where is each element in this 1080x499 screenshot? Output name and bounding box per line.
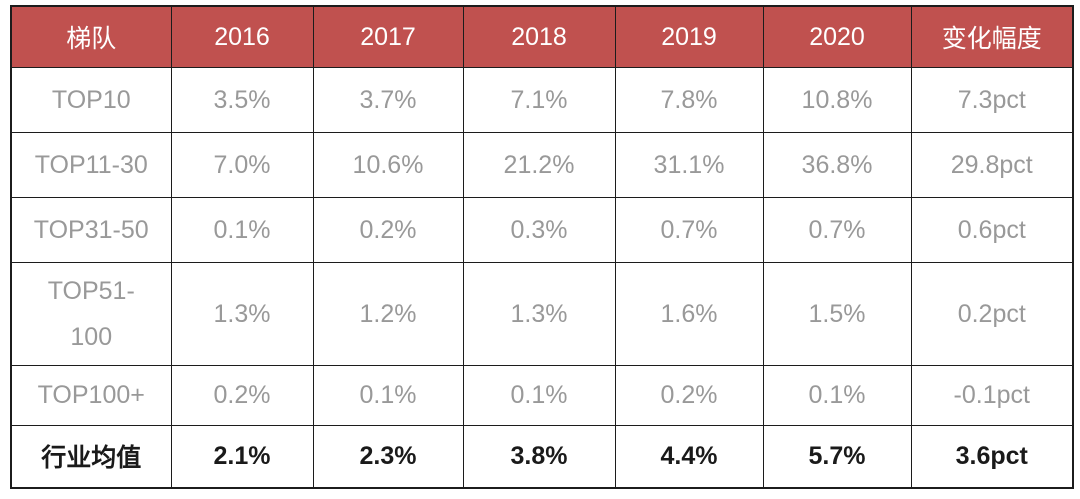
table-cell: 0.2% <box>312 197 464 263</box>
row-label: TOP51-100 <box>10 262 172 366</box>
row-label: 行业均值 <box>10 425 172 488</box>
table-cell: 2.1% <box>170 425 314 488</box>
table-cell: 3.8% <box>462 425 616 488</box>
header-row: 梯队 2016 2017 2018 2019 2020 变化幅度 <box>10 5 1074 68</box>
table-cell: 0.2% <box>614 365 764 426</box>
table-cell: 5.7% <box>762 425 912 488</box>
table-row: TOP51-100 1.3% 1.2% 1.3% 1.6% 1.5% 0.2pc… <box>10 262 1074 366</box>
row-label: TOP31-50 <box>10 197 172 263</box>
table-cell: 0.1% <box>462 365 616 426</box>
column-header-change: 变化幅度 <box>910 5 1074 68</box>
table-cell: 0.1% <box>762 365 912 426</box>
table-row: TOP11-30 7.0% 10.6% 21.2% 31.1% 36.8% 29… <box>10 132 1074 198</box>
table-cell: 0.7% <box>614 197 764 263</box>
table-cell: -0.1pct <box>910 365 1074 426</box>
table-cell: 29.8pct <box>910 132 1074 198</box>
row-label: TOP11-30 <box>10 132 172 198</box>
table-cell: 1.2% <box>312 262 464 366</box>
column-header-2018: 2018 <box>462 5 616 68</box>
table-cell: 0.2% <box>170 365 314 426</box>
table-cell: 36.8% <box>762 132 912 198</box>
table-cell: 7.3pct <box>910 67 1074 133</box>
column-header-2019: 2019 <box>614 5 764 68</box>
table-cell: 7.8% <box>614 67 764 133</box>
table-cell: 31.1% <box>614 132 764 198</box>
table-cell: 4.4% <box>614 425 764 488</box>
table-cell: 7.0% <box>170 132 314 198</box>
table-row-industry-average: 行业均值 2.1% 2.3% 3.8% 4.4% 5.7% 3.6pct <box>10 425 1074 488</box>
column-header-2016: 2016 <box>170 5 314 68</box>
table-cell: 0.1% <box>170 197 314 263</box>
table-cell: 7.1% <box>462 67 616 133</box>
table-cell: 1.6% <box>614 262 764 366</box>
table-cell: 3.5% <box>170 67 314 133</box>
row-label: TOP10 <box>10 67 172 133</box>
table-cell: 3.7% <box>312 67 464 133</box>
table-cell: 1.3% <box>462 262 616 366</box>
table-cell: 0.3% <box>462 197 616 263</box>
table-row: TOP100+ 0.2% 0.1% 0.1% 0.2% 0.1% -0.1pct <box>10 365 1074 426</box>
column-header-2017: 2017 <box>312 5 464 68</box>
table-cell: 0.1% <box>312 365 464 426</box>
table-cell: 21.2% <box>462 132 616 198</box>
table-row: TOP10 3.5% 3.7% 7.1% 7.8% 10.8% 7.3pct <box>10 67 1074 133</box>
table-cell: 1.5% <box>762 262 912 366</box>
table-cell: 0.7% <box>762 197 912 263</box>
table-cell: 10.6% <box>312 132 464 198</box>
row-label: TOP100+ <box>10 365 172 426</box>
table-cell: 1.3% <box>170 262 314 366</box>
column-header-tier: 梯队 <box>10 5 172 68</box>
table-cell: 0.2pct <box>910 262 1074 366</box>
table-row: TOP31-50 0.1% 0.2% 0.3% 0.7% 0.7% 0.6pct <box>10 197 1074 263</box>
table-container: 梯队 2016 2017 2018 2019 2020 变化幅度 TOP10 3… <box>0 5 1080 499</box>
table-cell: 10.8% <box>762 67 912 133</box>
table-cell: 3.6pct <box>910 425 1074 488</box>
table-cell: 2.3% <box>312 425 464 488</box>
column-header-2020: 2020 <box>762 5 912 68</box>
table-cell: 0.6pct <box>910 197 1074 263</box>
tier-share-table: 梯队 2016 2017 2018 2019 2020 变化幅度 TOP10 3… <box>10 5 1074 489</box>
